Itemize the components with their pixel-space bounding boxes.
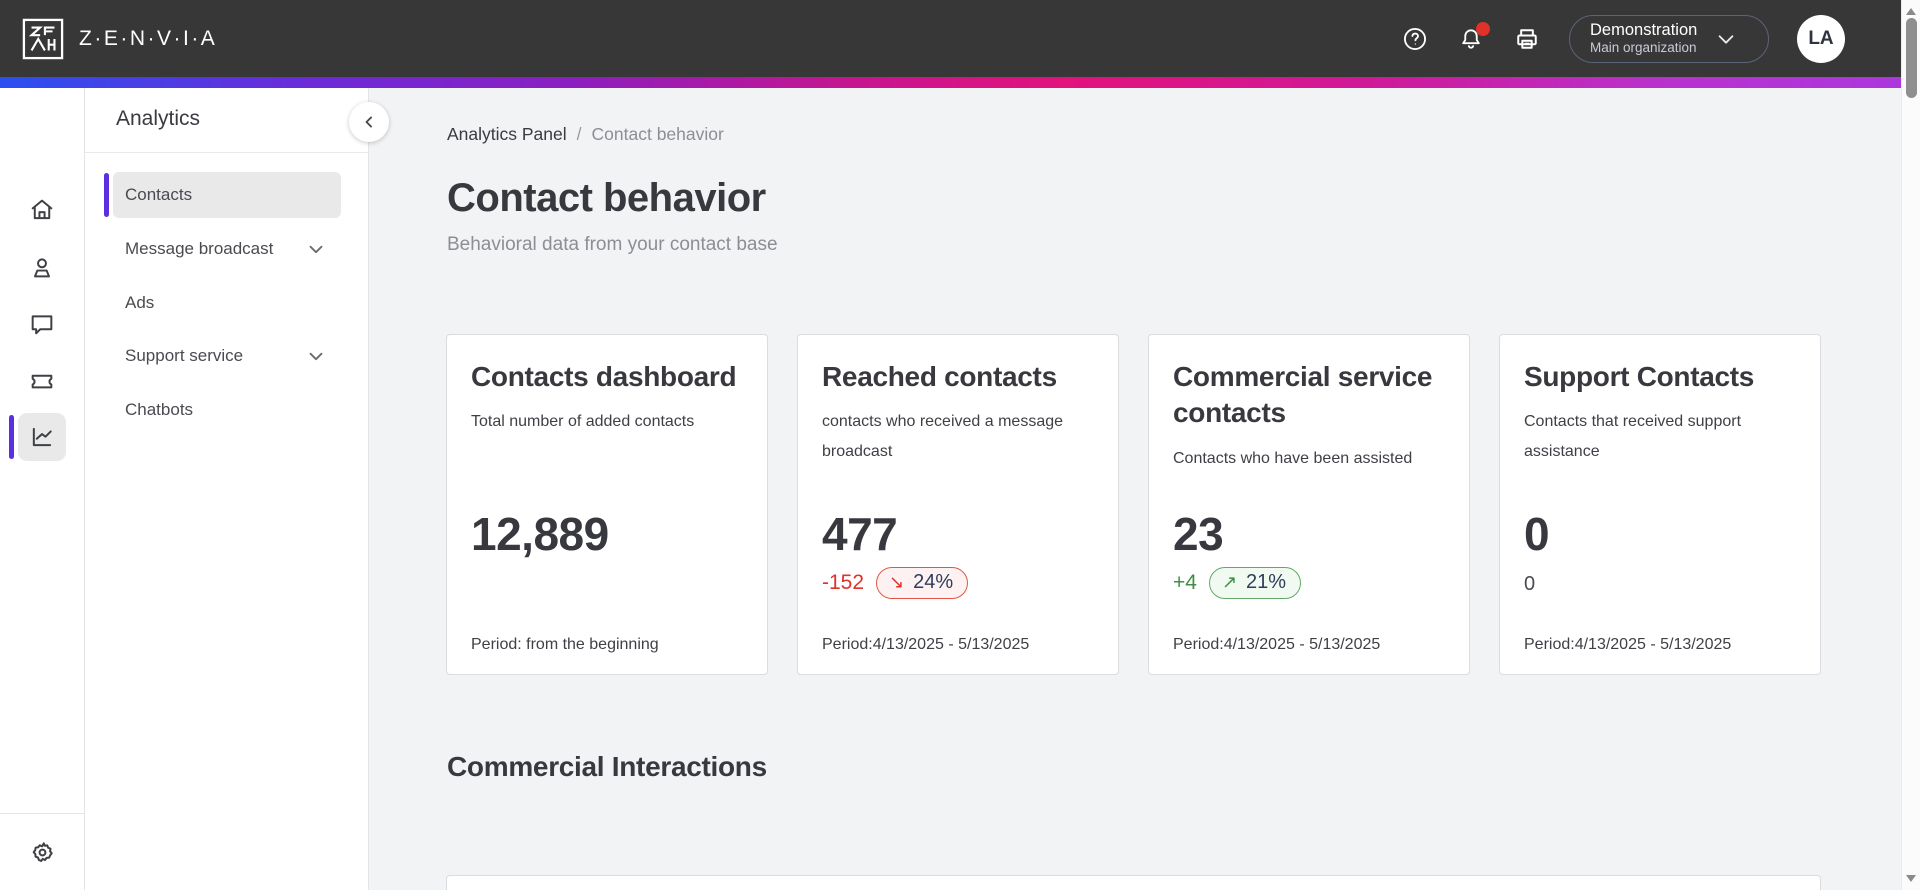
sidebar-item-label: Message broadcast bbox=[125, 239, 274, 258]
page-subtitle: Behavioral data from your contact base bbox=[447, 234, 778, 255]
sidebar-item-label: Chatbots bbox=[125, 400, 194, 419]
sidebar-title: Analytics bbox=[116, 107, 201, 130]
analytics-chart-icon bbox=[32, 427, 52, 447]
trend-badge-down: ↘ 24% bbox=[876, 567, 969, 599]
sidebar-item-contacts[interactable]: Contacts bbox=[113, 172, 341, 218]
card-title: Contacts dashboard bbox=[471, 361, 737, 392]
sidebar-divider bbox=[85, 152, 368, 153]
card-description: Total number of added contacts bbox=[471, 413, 695, 431]
contacts-person-icon bbox=[34, 258, 50, 278]
trend-percent: 24% bbox=[913, 571, 954, 593]
commercial-interactions-card-partial bbox=[446, 875, 1821, 890]
card-value: 12,889 bbox=[471, 508, 609, 560]
card-title: Commercial service contacts bbox=[1173, 361, 1433, 429]
delta-value: -152 bbox=[822, 571, 865, 594]
chevron-down-icon bbox=[305, 238, 327, 260]
sidebar-collapse-button[interactable] bbox=[349, 102, 389, 142]
card-support-contacts: Support Contacts Contacts that received … bbox=[1499, 334, 1821, 675]
home-icon bbox=[31, 199, 53, 220]
card-period: Period:4/13/2025 - 5/13/2025 bbox=[1524, 636, 1732, 653]
rail-item-settings[interactable] bbox=[18, 828, 66, 876]
analytics-sidebar: Analytics Contacts Message broadcast Ads… bbox=[85, 88, 369, 890]
sidebar-item-ads[interactable]: Ads bbox=[113, 280, 341, 326]
breadcrumb: Analytics Panel / Contact behavior bbox=[447, 124, 724, 145]
sidebar-item-support-service[interactable]: Support service bbox=[113, 333, 341, 379]
card-description: Contacts who have been assisted bbox=[1173, 449, 1413, 467]
topbar: Z·E·N·V·I·A bbox=[0, 0, 1901, 77]
chevron-left-icon bbox=[365, 116, 372, 128]
section-heading-commercial-interactions: Commercial Interactions bbox=[447, 751, 767, 782]
scrollbar-thumb[interactable] bbox=[1905, 18, 1917, 98]
breadcrumb-current: Contact behavior bbox=[591, 124, 724, 144]
rail-item-analytics[interactable] bbox=[18, 413, 66, 461]
card-value: 477 bbox=[822, 508, 898, 560]
printer-icon[interactable] bbox=[1513, 25, 1541, 53]
sidebar-item-label: Support service bbox=[125, 346, 244, 365]
chevron-down-icon bbox=[1718, 34, 1734, 44]
organization-subtitle: Main organization bbox=[1590, 40, 1697, 56]
vertical-scrollbar[interactable] bbox=[1901, 0, 1920, 890]
card-delta-row: +4 ↗ 21% bbox=[1173, 567, 1302, 599]
scrollbar-up-arrow[interactable] bbox=[1906, 8, 1916, 15]
chevron-down-icon bbox=[305, 345, 327, 367]
chat-bubble-icon bbox=[31, 315, 53, 335]
card-value: 23 bbox=[1173, 508, 1224, 560]
zenvia-logo-icon bbox=[22, 18, 64, 59]
rail-item-conversations[interactable] bbox=[18, 300, 66, 348]
ticket-icon bbox=[31, 374, 53, 389]
notification-badge bbox=[1476, 21, 1490, 36]
settings-gear-icon bbox=[32, 841, 53, 862]
sidebar-item-message-broadcast[interactable]: Message broadcast bbox=[113, 226, 341, 272]
organization-switcher[interactable]: Demonstration Main organization bbox=[1569, 14, 1769, 63]
organization-name: Demonstration bbox=[1590, 20, 1698, 39]
card-period: Period:4/13/2025 - 5/13/2025 bbox=[1173, 636, 1381, 653]
trend-down-arrow-icon: ↘ bbox=[889, 572, 905, 592]
sidebar-active-indicator bbox=[104, 173, 109, 217]
rail-divider bbox=[0, 813, 84, 814]
brand-gradient-bar bbox=[0, 77, 1901, 88]
rail-item-tickets[interactable] bbox=[18, 357, 66, 405]
rail-item-contacts[interactable] bbox=[18, 244, 66, 292]
sidebar-item-label: Ads bbox=[125, 293, 155, 312]
scrollbar-down-arrow[interactable] bbox=[1906, 875, 1916, 882]
card-period: Period: from the beginning bbox=[471, 636, 659, 653]
topbar-actions: Demonstration Main organization LA bbox=[1401, 0, 1845, 77]
card-description: contacts who received a message broadcas… bbox=[822, 413, 1064, 460]
help-icon[interactable] bbox=[1401, 25, 1429, 53]
brand-wordmark: Z·E·N·V·I·A bbox=[79, 26, 218, 50]
card-title: Reached contacts bbox=[822, 361, 1057, 392]
notifications-bell-icon[interactable] bbox=[1457, 21, 1490, 53]
rail-item-home[interactable] bbox=[18, 186, 66, 234]
card-value: 0 bbox=[1524, 508, 1550, 560]
trend-percent: 21% bbox=[1246, 571, 1287, 593]
card-delta-row: -152 ↘ 24% bbox=[822, 567, 969, 599]
brand: Z·E·N·V·I·A bbox=[22, 0, 217, 77]
nav-rail bbox=[0, 88, 85, 890]
breadcrumb-separator: / bbox=[576, 124, 582, 144]
card-description: Contacts that received support assistanc… bbox=[1524, 413, 1742, 460]
card-reached-contacts: Reached contacts contacts who received a… bbox=[797, 334, 1119, 675]
card-title: Support Contacts bbox=[1524, 361, 1755, 392]
main-content: Analytics Panel / Contact behavior Conta… bbox=[369, 88, 1901, 890]
breadcrumb-analytics-panel[interactable]: Analytics Panel bbox=[447, 124, 567, 144]
card-contacts-dashboard: Contacts dashboard Total number of added… bbox=[446, 334, 768, 675]
avatar-initials: LA bbox=[1808, 27, 1834, 49]
user-avatar[interactable]: LA bbox=[1797, 14, 1845, 63]
sidebar-item-label: Contacts bbox=[125, 185, 193, 204]
kpi-cards-row: Contacts dashboard Total number of added… bbox=[446, 334, 1821, 675]
trend-up-arrow-icon: ↗ bbox=[1221, 572, 1238, 592]
card-commercial-service-contacts: Commercial service contacts Contacts who… bbox=[1148, 334, 1470, 675]
sidebar-item-chatbots[interactable]: Chatbots bbox=[113, 387, 341, 433]
page-title: Contact behavior bbox=[447, 176, 766, 220]
trend-badge-up: ↗ 21% bbox=[1208, 567, 1302, 599]
rail-active-indicator bbox=[9, 415, 14, 459]
delta-value: 0 bbox=[1524, 573, 1536, 595]
card-period: Period:4/13/2025 - 5/13/2025 bbox=[822, 636, 1030, 653]
delta-value: +4 bbox=[1173, 571, 1197, 594]
